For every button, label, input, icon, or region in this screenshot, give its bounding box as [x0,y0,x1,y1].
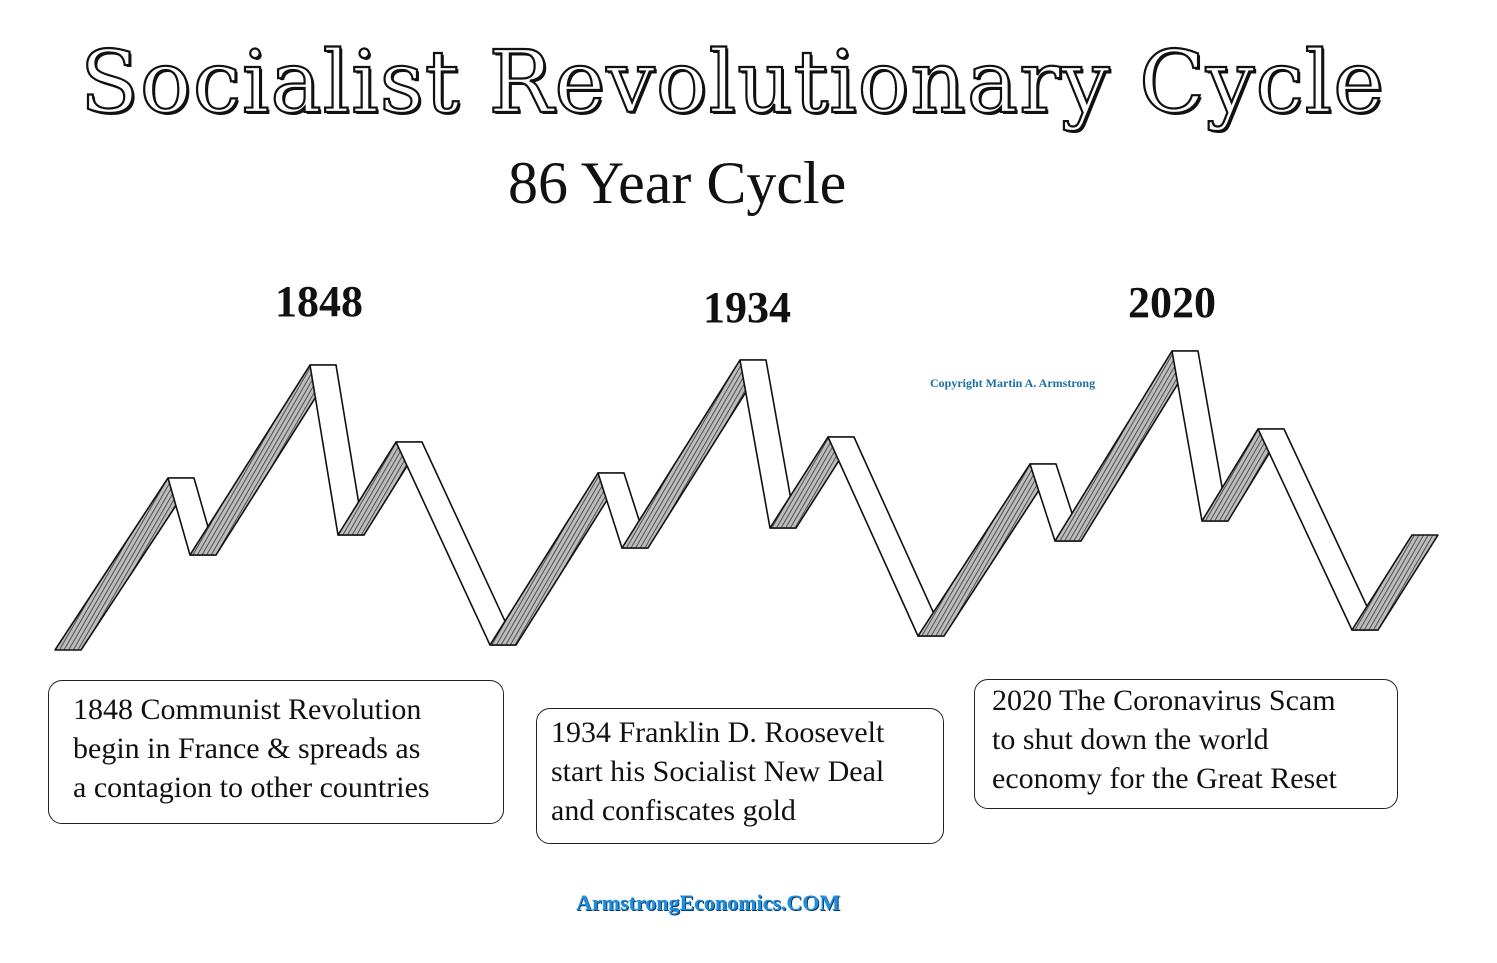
ribbon-rising-segment [1351,534,1439,631]
copyright-notice: Copyright Martin A. Armstrong [930,376,1096,390]
ribbon-rising-segment [489,472,625,646]
ribbon-rising-segment [917,463,1057,637]
footer-site-link[interactable]: ArmstrongEconomics.COM [576,890,841,915]
description-line: 1934 Franklin D. Roosevelt [551,716,885,749]
description-line: start his Socialist New Deal [551,755,885,788]
ribbon-segments [54,350,1439,651]
page-title: Socialist Revolutionary Cycle [79,33,1386,133]
description-box-1934: 1934 Franklin D. Roosevelt start his Soc… [536,708,944,844]
description-box-1848: 1848 Communist Revolution begin in Franc… [48,680,504,824]
description-line: economy for the Great Reset [992,762,1337,795]
year-label-1934: 1934 [703,283,791,332]
description-line: a contagion to other countries [73,771,430,804]
description-line: begin in France & spreads as [73,732,421,765]
page-subtitle: 86 Year Cycle [508,150,847,216]
description-box-2020: 2020 The Coronavirus Scam to shut down t… [974,679,1398,809]
ribbon-falling-segment [395,441,517,646]
description-line: 1848 Communist Revolution [73,693,422,726]
description-line: and confiscates gold [551,794,796,827]
year-label-1848: 1848 [275,277,363,326]
ribbon-rising-segment [54,477,195,651]
ribbon-falling-segment [1257,428,1379,631]
year-label-2020: 2020 [1128,278,1216,327]
ribbon-falling-segment [827,436,945,637]
description-line: 2020 The Coronavirus Scam [992,684,1336,717]
description-line: to shut down the world [992,723,1269,756]
